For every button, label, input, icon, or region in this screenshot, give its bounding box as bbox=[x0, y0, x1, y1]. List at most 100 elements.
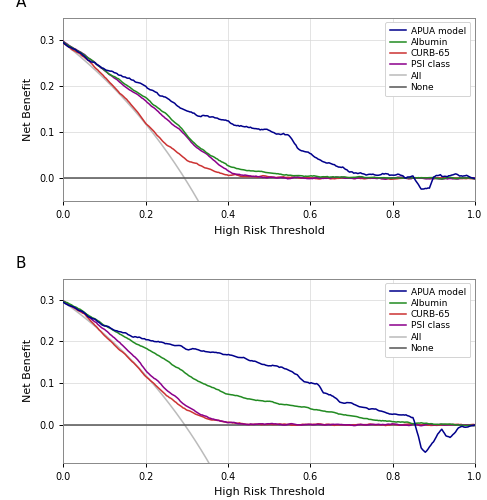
None bbox=[305, 176, 311, 182]
Albumin bbox=[60, 39, 66, 45]
Line: Albumin: Albumin bbox=[63, 302, 475, 426]
CURB-65 bbox=[312, 176, 318, 182]
PSI class bbox=[472, 422, 478, 428]
All bbox=[62, 41, 68, 47]
Albumin bbox=[62, 40, 68, 46]
APUA model bbox=[435, 431, 441, 437]
None bbox=[433, 422, 439, 428]
CURB-65 bbox=[472, 176, 478, 182]
Y-axis label: Net Benefit: Net Benefit bbox=[23, 339, 33, 402]
CURB-65 bbox=[305, 422, 311, 428]
APUA model bbox=[312, 381, 318, 387]
PSI class bbox=[60, 298, 66, 304]
PSI class bbox=[472, 175, 478, 181]
All bbox=[305, 244, 311, 250]
Albumin bbox=[407, 174, 413, 180]
PSI class bbox=[60, 38, 66, 44]
Line: All: All bbox=[63, 302, 475, 488]
None bbox=[304, 422, 310, 428]
APUA model bbox=[435, 172, 441, 178]
APUA model bbox=[472, 176, 478, 182]
APUA model bbox=[60, 300, 66, 306]
All bbox=[472, 244, 478, 250]
APUA model bbox=[422, 449, 428, 455]
All bbox=[472, 484, 478, 490]
Y-axis label: Net Benefit: Net Benefit bbox=[23, 78, 33, 141]
None bbox=[472, 176, 478, 182]
Albumin bbox=[433, 422, 439, 428]
Line: All: All bbox=[63, 43, 475, 248]
CURB-65 bbox=[62, 299, 68, 305]
Albumin bbox=[62, 299, 68, 305]
Albumin bbox=[433, 176, 439, 182]
All bbox=[314, 484, 319, 490]
CURB-65 bbox=[409, 176, 414, 182]
Albumin bbox=[312, 173, 318, 179]
Albumin bbox=[472, 422, 478, 428]
Line: PSI class: PSI class bbox=[63, 41, 475, 179]
X-axis label: High Risk Threshold: High Risk Threshold bbox=[214, 226, 324, 236]
All bbox=[307, 244, 313, 250]
APUA model bbox=[407, 174, 413, 180]
PSI class bbox=[62, 298, 68, 304]
Line: APUA model: APUA model bbox=[63, 42, 475, 189]
PSI class bbox=[418, 422, 424, 428]
Albumin bbox=[312, 406, 318, 412]
All bbox=[435, 244, 441, 250]
PSI class bbox=[407, 422, 413, 428]
PSI class bbox=[409, 176, 414, 182]
APUA model bbox=[62, 41, 68, 47]
None bbox=[62, 422, 68, 428]
APUA model bbox=[407, 414, 413, 420]
All bbox=[60, 40, 66, 46]
PSI class bbox=[435, 422, 441, 428]
None bbox=[407, 176, 413, 182]
None bbox=[60, 176, 66, 182]
APUA model bbox=[305, 380, 311, 386]
Albumin bbox=[304, 174, 310, 180]
CURB-65 bbox=[304, 175, 310, 181]
Text: B: B bbox=[16, 256, 26, 272]
CURB-65 bbox=[60, 298, 66, 304]
Line: CURB-65: CURB-65 bbox=[63, 302, 475, 426]
Line: PSI class: PSI class bbox=[63, 301, 475, 426]
CURB-65 bbox=[409, 421, 414, 427]
APUA model bbox=[312, 154, 318, 160]
None bbox=[304, 176, 310, 182]
All bbox=[220, 244, 226, 250]
CURB-65 bbox=[312, 422, 318, 428]
Line: Albumin: Albumin bbox=[63, 42, 475, 179]
PSI class bbox=[62, 40, 68, 46]
X-axis label: High Risk Threshold: High Risk Threshold bbox=[214, 487, 324, 497]
PSI class bbox=[305, 176, 311, 182]
Legend: APUA model, Albumin, CURB-65, PSI class, All, None: APUA model, Albumin, CURB-65, PSI class,… bbox=[385, 22, 470, 97]
APUA model bbox=[304, 149, 310, 155]
PSI class bbox=[312, 175, 318, 181]
None bbox=[433, 176, 439, 182]
None bbox=[62, 176, 68, 182]
All bbox=[314, 244, 319, 250]
Line: CURB-65: CURB-65 bbox=[63, 43, 475, 180]
APUA model bbox=[304, 379, 310, 385]
CURB-65 bbox=[62, 41, 68, 47]
Albumin bbox=[407, 420, 413, 426]
All bbox=[409, 484, 414, 490]
Albumin bbox=[305, 404, 311, 410]
None bbox=[407, 422, 413, 428]
Albumin bbox=[60, 298, 66, 304]
APUA model bbox=[62, 300, 68, 306]
CURB-65 bbox=[435, 175, 441, 181]
All bbox=[305, 484, 311, 490]
CURB-65 bbox=[435, 422, 441, 428]
PSI class bbox=[312, 422, 318, 428]
CURB-65 bbox=[472, 422, 478, 428]
CURB-65 bbox=[60, 40, 66, 46]
None bbox=[305, 422, 311, 428]
PSI class bbox=[305, 422, 311, 428]
PSI class bbox=[304, 422, 310, 428]
APUA model bbox=[472, 422, 478, 428]
All bbox=[409, 244, 414, 250]
All bbox=[220, 484, 226, 490]
Legend: APUA model, Albumin, CURB-65, PSI class, All, None: APUA model, Albumin, CURB-65, PSI class,… bbox=[385, 283, 470, 358]
CURB-65 bbox=[304, 422, 310, 428]
